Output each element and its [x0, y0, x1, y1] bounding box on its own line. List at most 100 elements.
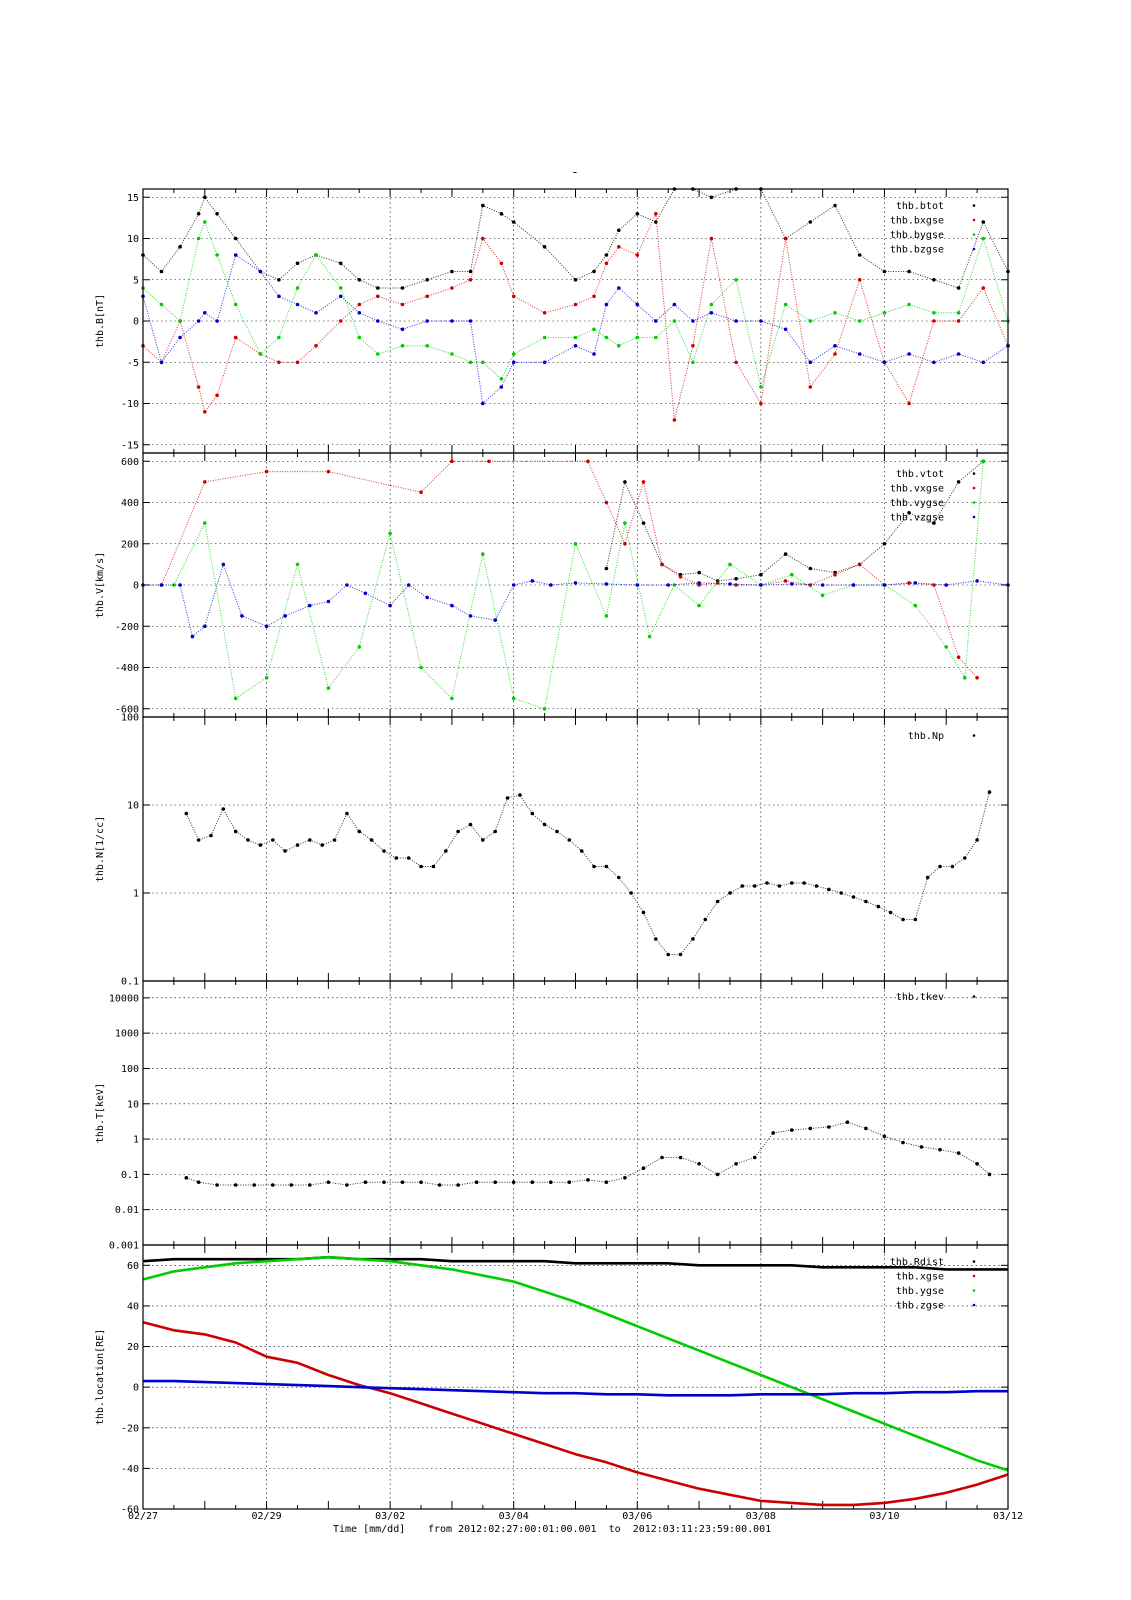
series-thb-bzgse-point: [400, 327, 405, 332]
legend-entry-thb-btot: thb.btot: [896, 201, 944, 212]
series-thb-np-point: [283, 849, 287, 853]
series-thb-bygse-point: [203, 220, 207, 224]
series-thb-vxgse-point: [975, 676, 979, 680]
series-thb-bzgse-point: [314, 311, 318, 315]
y-tick-label: 40: [127, 1301, 139, 1312]
series-thb-np-point: [715, 899, 720, 904]
panel-frame: [142, 980, 1009, 1246]
series-thb-np-point: [567, 838, 572, 842]
series-thb-np-point: [394, 856, 399, 860]
series-thb-vygse-point: [419, 665, 423, 670]
panel-5-data: [142, 1255, 1009, 1507]
series-thb-vzgse-point: [697, 581, 701, 585]
series-thb-vzgse-point: [493, 618, 498, 622]
series-thb-vtot-point: [734, 577, 738, 581]
series-thb-bygse-point: [907, 302, 911, 307]
series-thb-tkev-point: [549, 1180, 553, 1184]
legend-marker: [972, 472, 976, 475]
series-thb-bxgse-point: [203, 410, 207, 414]
series-thb-tkev-point: [511, 1180, 516, 1184]
series-thb-vzgse-point: [388, 603, 392, 608]
series-thb-vxgse-point: [783, 579, 788, 583]
series-thb-np-point: [617, 875, 621, 880]
y-tick-label: 0: [133, 1383, 139, 1394]
series-thb-np-point: [320, 843, 325, 847]
series-thb-vygse-point: [963, 676, 967, 680]
series-thb-bxgse-point: [604, 261, 609, 266]
series-thb-bygse-point: [759, 385, 763, 389]
legend-entry-thb-vtot: thb.vtot: [896, 469, 944, 480]
series-thb-vzgse-point: [573, 581, 578, 585]
series-thb-np-point: [851, 895, 856, 899]
series-thb-bzgse-point: [857, 352, 862, 356]
x-axis-range-text: from 2012:02:27:00:01:00.001 to 2012:03:…: [428, 1524, 771, 1535]
y-tick-label: -10: [121, 399, 139, 410]
series-thb-bxgse-point: [338, 319, 343, 323]
x-tick-label: 03/04: [499, 1511, 529, 1522]
series-thb-bxgse-point: [617, 245, 621, 249]
series-thb-vtot-point: [956, 480, 961, 484]
series-thb-vzgse-point: [406, 583, 411, 587]
series-thb-bzgse-point: [604, 302, 609, 307]
series-thb-bxgse-point: [833, 352, 837, 356]
series-thb-btot-point: [511, 220, 516, 224]
series-thb-vtot-point: [697, 570, 701, 575]
y-tick-label: -5: [127, 358, 139, 369]
legend-marker: [972, 734, 976, 737]
series-thb-bygse-point: [295, 286, 300, 290]
series-thb-bygse-point: [277, 335, 281, 340]
series-thb-tkev-point: [660, 1155, 664, 1160]
series-thb-btot-point: [450, 269, 454, 274]
series-thb-bzgse-point: [159, 360, 164, 365]
series-thb-np-point: [975, 838, 979, 842]
series-thb-vygse-point: [450, 696, 454, 701]
series-thb-np-point: [604, 864, 609, 869]
series-thb-bxgse-point: [956, 319, 961, 323]
legend-marker: [972, 486, 976, 490]
series-thb-vxgse-point: [660, 562, 664, 567]
legend-marker: [972, 204, 976, 207]
series-thb-bzgse-point: [932, 360, 936, 365]
y-tick-label: 0: [133, 317, 139, 328]
legend-marker: [972, 995, 976, 998]
y-axis-label: thb.B[nT]: [95, 294, 106, 348]
series-thb-bzgse-point: [592, 352, 596, 356]
series-thb-bzgse-point: [295, 302, 300, 307]
series-thb-np-point: [938, 864, 942, 869]
series-thb-bxgse-point: [233, 335, 238, 340]
series-thb-tkev-point: [586, 1178, 590, 1182]
x-axis-tick-labels: 02/27 02/29 03/02 03/04 03/06 03/08 03/10 03/12: [128, 1511, 1023, 1522]
series-thb-bxgse-point: [481, 236, 485, 241]
series-thb-tkev-point: [715, 1172, 720, 1177]
y-tick-label: 600: [121, 457, 139, 468]
series-thb-bzgse-point: [196, 319, 201, 323]
y-tick-label: 60: [127, 1261, 139, 1272]
series-thb-bxgse-point: [759, 401, 763, 406]
series-thb-np-point: [444, 849, 448, 853]
series-thb-bxgse-point: [357, 302, 362, 307]
series-thb-np-point: [790, 881, 794, 885]
series-thb-vzgse-point: [530, 579, 535, 583]
series-thb-btot-point: [932, 278, 936, 282]
y-axis-label: thb.T[keV]: [95, 1083, 106, 1143]
series-thb-np-point: [629, 891, 633, 895]
series-thb-np-point: [184, 811, 189, 816]
series-thb-btot-point: [203, 195, 207, 200]
legend-entry-thb-bygse: thb.bygse: [890, 230, 944, 241]
legend-entry-thb-vygse: thb.vygse: [890, 498, 944, 509]
series-thb-np-point: [456, 829, 460, 834]
series-thb-bxgse-point: [734, 360, 738, 365]
y-tick-label: 0: [133, 581, 139, 592]
legend-entry-thb-np: thb.Np: [908, 731, 944, 742]
series-thb-ygse-line: [142, 1255, 1009, 1472]
series-thb-vygse-point: [790, 572, 794, 577]
series-thb-tkev-point: [215, 1183, 219, 1187]
series-thb-bxgse-point: [542, 311, 547, 315]
series-thb-vygse-point: [233, 696, 238, 701]
series-thb-bygse-point: [314, 253, 318, 257]
series-thb-vygse-point: [357, 645, 362, 649]
series-thb-bxgse-point: [981, 286, 986, 290]
series-thb-bxgse-point: [277, 360, 281, 365]
series-thb-np-point: [209, 833, 213, 838]
series-thb-vygse-point: [481, 552, 485, 556]
